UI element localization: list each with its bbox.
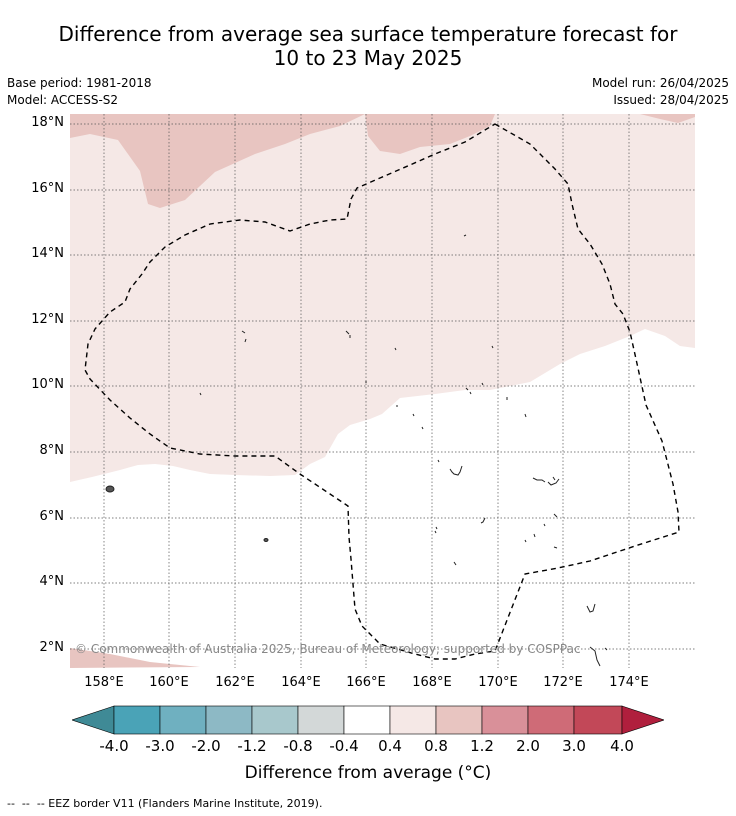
lon-label-174e: 174°E [609,675,649,690]
colorbar-tick-label: 0.8 [424,737,448,755]
colorbar-segment [435,705,483,735]
colorbar-segment [113,705,161,735]
lat-label-2n: 2°N [39,640,65,655]
lat-label-12n: 12°N [31,312,64,327]
lat-label-14n: 14°N [31,246,64,261]
graticule [70,114,695,668]
lat-label-8n: 8°N [39,443,65,458]
colorbar-title: Difference from average (°C) [244,763,492,783]
lon-label-166e: 166°E [346,675,386,690]
colorbar-segment [205,705,253,735]
anomaly-region-medium-corner [640,114,695,123]
lon-label-170e: 170°E [478,675,518,690]
lon-label-158e: 158°E [84,675,124,690]
map-svg [70,114,695,668]
lon-label-164e: 164°E [281,675,321,690]
colorbar-tick-label: -0.8 [283,737,313,755]
title-line-1: Difference from average sea surface temp… [58,22,678,46]
colorbar-segment [389,705,437,735]
colorbar [72,705,664,735]
colorbar-segment [527,705,575,735]
model-name: Model: ACCESS-S2 [7,93,119,107]
colorbar-segment [297,705,345,735]
colorbar-segment [159,705,207,735]
lat-label-6n: 6°N [39,509,65,524]
anomaly-region-light [70,114,695,482]
colorbar-extend-low [72,705,115,735]
eez-legend-note: -- -- -- EEZ border V11 (Flanders Marine… [7,797,323,810]
anomaly-region-medium-bottom [70,648,200,668]
title-line-2: 10 to 23 May 2025 [273,46,463,70]
eez-border [84,123,680,660]
colorbar-tick-label: -4.0 [99,737,129,755]
colorbar-segment [481,705,529,735]
map-panel [70,114,695,668]
colorbar-tick-label: 1.2 [470,737,494,755]
base-period: Base period: 1981-2018 [7,76,152,90]
lon-label-168e: 168°E [412,675,452,690]
lat-label-18n: 18°N [31,115,64,130]
lat-label-10n: 10°N [31,377,64,392]
colorbar-tick-label: -0.4 [329,737,359,755]
colorbar-tick-label: -2.0 [191,737,221,755]
colorbar-tick-label: 2.0 [516,737,540,755]
colorbar-segment [251,705,299,735]
model-run: Model run: 26/04/2025 [591,76,729,90]
coastlines [105,234,608,667]
colorbar-tick-label: 4.0 [610,737,634,755]
colorbar-tick-label: -3.0 [145,737,175,755]
lon-label-162e: 162°E [215,675,255,690]
colorbar-extend-high [621,705,664,735]
lon-label-160e: 160°E [149,675,189,690]
colorbar-tick-label: 0.4 [378,737,402,755]
colorbar-segment [573,705,623,735]
lon-label-172e: 172°E [543,675,583,690]
copyright-notice: © Commonwealth of Australia 2025, Bureau… [75,642,581,656]
colorbar-tick-label: 3.0 [562,737,586,755]
lat-label-4n: 4°N [39,574,65,589]
lat-label-16n: 16°N [31,181,64,196]
map-title: Difference from average sea surface temp… [0,22,736,70]
anomaly-region-medium-top [70,114,495,208]
meta-left: Base period: 1981-2018 Model: ACCESS-S2 [7,75,152,109]
meta-right: Model run: 26/04/2025 Issued: 28/04/2025 [592,75,729,109]
issued-date: Issued: 28/04/2025 [613,93,729,107]
colorbar-tick-label: -1.2 [237,737,267,755]
colorbar-segment [343,705,391,735]
